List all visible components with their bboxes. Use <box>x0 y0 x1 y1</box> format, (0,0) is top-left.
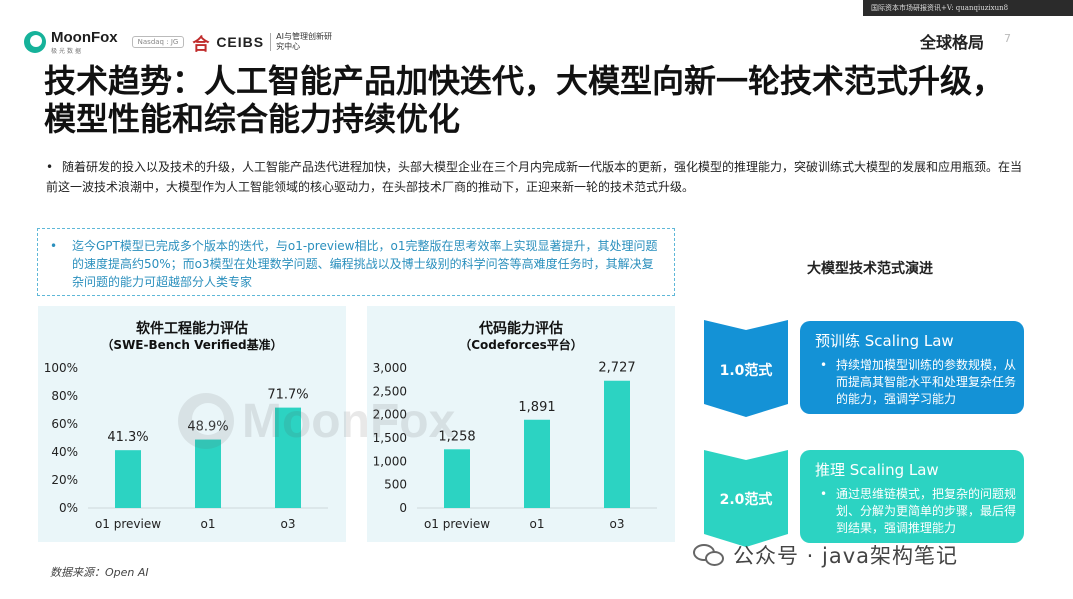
y-tick-label: 20% <box>51 473 78 487</box>
x-tick-label: o1 preview <box>95 517 161 531</box>
ceibs-name: CEIBS <box>216 34 265 50</box>
ceibs-divider <box>270 33 272 51</box>
bar <box>604 380 630 508</box>
card-bullet: • <box>820 358 828 372</box>
paradigm-2-arrow <box>704 450 788 548</box>
bar <box>275 407 301 508</box>
wechat-account: 公众号 · java架构笔记 <box>733 544 959 568</box>
bar <box>444 449 470 508</box>
x-tick-label: o1 <box>201 517 216 531</box>
page-number: 7 <box>1004 32 1011 45</box>
y-tick-label: 0% <box>59 501 78 515</box>
paradigm-1-card: 预训练 Scaling Law • 持续增加模型训练的参数规模，从而提高其智能水… <box>800 321 1024 414</box>
x-tick-label: o1 <box>530 517 545 531</box>
chart-subtitle: （Codeforces平台） <box>459 338 583 352</box>
paradigm-1-label: 1.0范式 <box>719 363 773 379</box>
top-banner-text: 国际资本市场研报资讯+V: quanqiuzixun8 <box>863 0 1073 16</box>
intro-paragraph: • 随着研发的投入以及技术的升级，人工智能产品迭代进程加快，头部大模型企业在三个月… <box>46 157 1026 197</box>
moonfox-name: MoonFox <box>51 28 118 46</box>
card-item-text: 通过思维链模式，把复杂的问题规划、分解为更简单的步骤，最后得到结果，强调推理能力 <box>836 487 1017 535</box>
chart-panel-codeforces: 代码能力评估 （Codeforces平台） 0 500 1,000 1,500 2,00… <box>367 306 675 542</box>
y-tick-label: 40% <box>51 445 78 459</box>
wechat-icon <box>691 540 727 570</box>
top-bar: 国际资本市场研报资讯+V: quanqiuzixun8 <box>0 0 1073 17</box>
y-tick-label: 1,500 <box>373 431 407 445</box>
data-label: 41.3% <box>107 430 148 445</box>
data-label: 1,891 <box>518 400 555 415</box>
moonfox-brand: MoonFox 极光数据 <box>51 30 118 55</box>
y-tick-label: 3,000 <box>373 361 407 375</box>
y-tick-label: 500 <box>384 478 407 492</box>
data-source: 数据来源：Open AI <box>50 566 149 579</box>
note-bullet: • <box>50 239 58 253</box>
data-label: 71.7% <box>267 388 308 403</box>
data-label: 1,258 <box>438 429 475 444</box>
paradigm-1-arrow <box>704 320 788 418</box>
card-item-text: 持续增加模型训练的参数规模，从而提高其智能水平和处理复杂任务的能力，强调学习能力 <box>836 358 1017 406</box>
card-item: • 持续增加模型训练的参数规模，从而提高其智能水平和处理复杂任务的能力，强调学习… <box>820 357 1016 408</box>
bar <box>115 450 141 508</box>
chart-title: 代码能力评估 <box>479 321 563 337</box>
card-bullet: • <box>820 487 828 501</box>
chart-subtitle: （SWE-Bench Verified基准） <box>101 338 283 352</box>
ceibs-logo-icon <box>192 30 214 55</box>
data-label: 2,727 <box>598 361 635 376</box>
y-tick-label: 2,500 <box>373 384 407 398</box>
card-item: • 通过思维链模式，把复杂的问题规划、分解为更简单的步骤，最后得到结果，强调推理… <box>820 486 1016 537</box>
moonfox-subtitle: 极光数据 <box>51 47 84 55</box>
paradigm-2-card: 推理 Scaling Law • 通过思维链模式，把复杂的问题规划、分解为更简单… <box>800 450 1024 543</box>
bar <box>195 439 221 508</box>
bullet-dot: • <box>46 160 54 174</box>
y-tick-label: 60% <box>51 417 78 431</box>
section-label: 全球格局 <box>920 33 985 52</box>
card-title: 预训练 Scaling Law <box>815 332 954 350</box>
note-box: • 迄今GPT模型已完成多个版本的迭代，与o1-preview相比，o1完整版在… <box>37 228 675 296</box>
note-text: 迄今GPT模型已完成多个版本的迭代，与o1-preview相比，o1完整版在思考… <box>72 239 658 289</box>
wechat-footer: 公众号 · java架构笔记 <box>691 540 958 570</box>
chevron-down-icon <box>704 320 788 417</box>
y-tick-label: 80% <box>51 389 78 403</box>
page-title: 技术趋势：人工智能产品加快迭代，大模型向新一轮技术范式升级，模型性能和综合能力持… <box>44 62 1005 138</box>
chart-title: 软件工程能力评估 <box>136 321 248 337</box>
paradigm-2-label: 2.0范式 <box>719 492 773 508</box>
nasdaq-badge: Nasdaq : JG <box>131 36 185 48</box>
y-tick-label: 1,000 <box>373 454 407 468</box>
ceibs-subtitle: AI与管理创新研究中心 <box>276 32 332 51</box>
intro-text: 随着研发的投入以及技术的升级，人工智能产品迭代进程加快，头部大模型企业在三个月内… <box>46 160 1023 194</box>
x-tick-label: o3 <box>281 517 296 531</box>
chevron-down-icon <box>704 450 788 547</box>
chart-panel-swe: 软件工程能力评估 （SWE-Bench Verified基准） 0% 20% 40%… <box>38 306 346 542</box>
codeforces-bar-chart: 0 500 1,000 1,500 2,000 2,500 3,000 1,258 o1 pre… <box>373 361 657 531</box>
bar <box>524 419 550 508</box>
card-title: 推理 Scaling Law <box>815 461 939 479</box>
header-logos: MoonFox 极光数据 Nasdaq : JG CEIBS AI与管理创新研究… <box>24 26 336 58</box>
swe-bar-chart: 0% 20% 40% 60% 80% 100% 41.3% o1 preview 48.9% o1… <box>44 361 328 531</box>
y-tick-label: 100% <box>44 361 78 375</box>
moonfox-logo-icon <box>24 31 46 53</box>
x-tick-label: o1 preview <box>424 517 490 531</box>
y-tick-label: 2,000 <box>373 408 407 422</box>
x-tick-label: o3 <box>610 517 625 531</box>
data-label: 48.9% <box>187 420 228 435</box>
paradigm-title: 大模型技术范式演进 <box>807 261 933 277</box>
y-tick-label: 0 <box>399 501 407 515</box>
